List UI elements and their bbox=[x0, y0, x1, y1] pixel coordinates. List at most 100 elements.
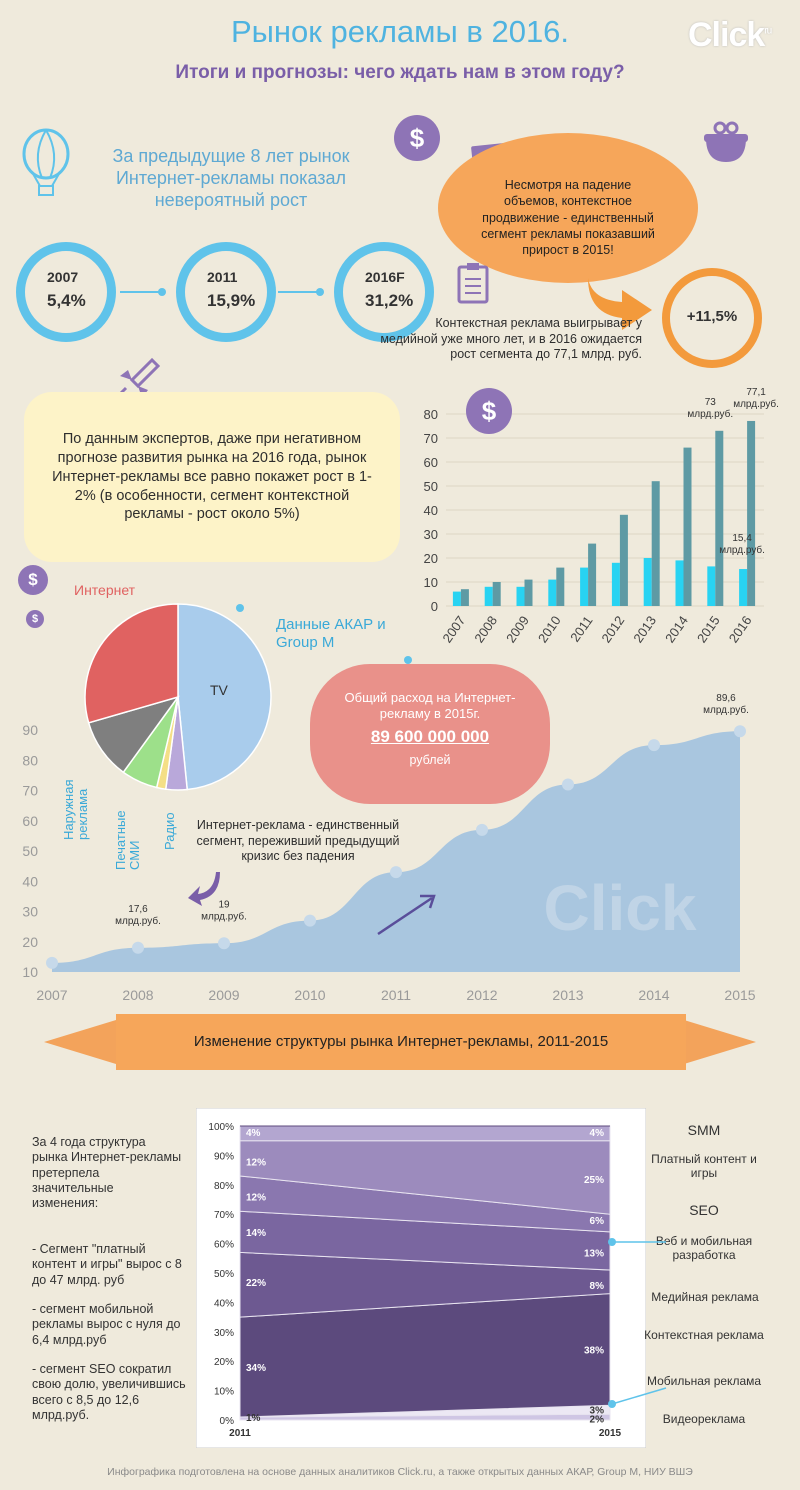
y-tick-label: 30 bbox=[424, 527, 438, 542]
y-tick-label: 60 bbox=[424, 455, 438, 470]
bar bbox=[643, 558, 652, 606]
y-tick-label: 70% bbox=[214, 1210, 234, 1221]
bar bbox=[739, 569, 748, 606]
area-point bbox=[132, 941, 144, 954]
stack-label: 6% bbox=[590, 1216, 605, 1227]
bar bbox=[452, 591, 461, 606]
pie-slice bbox=[84, 603, 179, 724]
stack-label: 2% bbox=[590, 1415, 605, 1426]
legend-pointer bbox=[608, 1387, 667, 1408]
media-pie-chart bbox=[84, 603, 272, 791]
y-tick-label: 0 bbox=[431, 599, 438, 614]
ring-value: 15,9% bbox=[207, 291, 256, 310]
pie-label-outdoor: Наружная реклама bbox=[61, 779, 91, 841]
dollar-icon: $ bbox=[394, 115, 440, 161]
x-tick-label: 2015 bbox=[694, 613, 723, 645]
structure-item-2: - сегмент мобильной рекламы вырос с нуля… bbox=[32, 1302, 181, 1347]
bar bbox=[707, 566, 716, 606]
watermark: Click bbox=[544, 872, 697, 944]
bar-annotation: 77,1 млрд.руб. bbox=[733, 387, 779, 410]
ring-value: 31,2% bbox=[365, 291, 414, 310]
area-point bbox=[734, 725, 746, 738]
ring-year: 2007 bbox=[47, 269, 79, 285]
ring-value: 5,4% bbox=[47, 291, 86, 310]
y-tick-label: 70 bbox=[424, 431, 438, 446]
arrow-icon bbox=[588, 278, 652, 330]
stack-label: 4% bbox=[590, 1128, 605, 1139]
stack-label: 14% bbox=[246, 1228, 266, 1239]
spend-unit: рублей bbox=[409, 753, 451, 768]
legend-pointer bbox=[608, 1238, 666, 1246]
x-tick-label: 2007 bbox=[36, 987, 67, 1003]
x-tick-label: 2013 bbox=[630, 613, 659, 645]
y-tick-label: 90 bbox=[22, 722, 38, 738]
stack-label: 1% bbox=[246, 1413, 261, 1424]
area-fill bbox=[52, 731, 740, 972]
stack-label: 4% bbox=[246, 1128, 261, 1139]
bar bbox=[580, 567, 589, 606]
page-title: Рынок рекламы в 2016. bbox=[230, 14, 570, 49]
y-tick-label: 70 bbox=[22, 783, 38, 799]
bar bbox=[492, 582, 501, 606]
pie-source-dot bbox=[404, 656, 412, 664]
x-tick-label: 2011 bbox=[381, 987, 411, 1003]
trend-arrow-icon bbox=[377, 894, 436, 936]
legend-video: Видеореклама bbox=[662, 1412, 746, 1426]
y-tick-label: 40 bbox=[22, 873, 38, 889]
dollar-icon: $ bbox=[466, 388, 512, 434]
x-tick-label: 2010 bbox=[535, 613, 564, 645]
area-point bbox=[46, 956, 58, 969]
x-tick-label: 2012 bbox=[466, 987, 497, 1003]
area-point bbox=[562, 778, 574, 791]
click-logo: Clickru bbox=[688, 16, 772, 55]
growth-value: +11,5% bbox=[686, 308, 738, 325]
bar-annotation: 15,4 млрд.руб. bbox=[719, 533, 765, 556]
pie-label-print-wrap: Печатные СМИ bbox=[113, 800, 142, 870]
pie-label-radio: Радио bbox=[162, 812, 177, 850]
x-tick-label: 2012 bbox=[598, 613, 627, 645]
area-annotation: 17,6 млрд.руб. bbox=[115, 904, 161, 927]
structure-stacked-area-chart: 0% 10% 20% 30% 40% 50% 60% 70% 80% 90% 100% 1% 34% 22… bbox=[196, 1108, 646, 1448]
pie-label-radio-wrap: Радио bbox=[162, 800, 182, 850]
x-tick-label: 2008 bbox=[122, 987, 153, 1003]
y-tick-label: 90% bbox=[214, 1151, 234, 1162]
bar bbox=[747, 420, 756, 606]
bar bbox=[619, 514, 628, 606]
stack-label: 38% bbox=[584, 1345, 604, 1356]
legend-web-dev: Веб и мобильная разработка bbox=[655, 1234, 753, 1263]
area-point bbox=[390, 866, 402, 879]
y-tick-label: 50 bbox=[22, 843, 38, 859]
stack-label: 3% bbox=[590, 1406, 605, 1417]
bar-annotation: 73 млрд.руб. bbox=[687, 397, 733, 420]
area-point bbox=[648, 739, 660, 752]
dollar-icon: $ bbox=[18, 565, 48, 595]
x-tick-label: 2011 bbox=[567, 613, 595, 645]
hot-air-balloon-icon bbox=[22, 128, 70, 196]
banner-ribbon-left bbox=[44, 1020, 116, 1064]
connector-dot bbox=[158, 288, 166, 296]
ring-2011: 2011 15,9% bbox=[176, 242, 276, 342]
stack-label: 12% bbox=[246, 1157, 266, 1168]
logo-text: Click bbox=[688, 16, 765, 54]
bar bbox=[484, 586, 493, 606]
ring-2016f: 2016F 31,2% bbox=[334, 242, 434, 342]
stack-label: 25% bbox=[584, 1175, 604, 1186]
y-tick-label: 30 bbox=[22, 904, 38, 920]
y-tick-label: 10 bbox=[424, 575, 438, 590]
pie-source-label: Данные АКАР и Group M bbox=[276, 616, 386, 651]
y-tick-label: 30% bbox=[214, 1328, 234, 1339]
pie-source-dot bbox=[236, 604, 244, 612]
pie-label-print: Печатные СМИ bbox=[113, 810, 143, 870]
structure-item-1: - Сегмент "платный контент и игры" вырос… bbox=[32, 1242, 182, 1287]
spend-bubble: Общий расход на Интернет-рекламу в 2015г… bbox=[310, 664, 550, 804]
x-tick-label: 2015 bbox=[724, 987, 755, 1003]
x-tick-label: 2011 bbox=[229, 1428, 251, 1439]
y-tick-label: 40% bbox=[214, 1298, 234, 1309]
stack-label: 8% bbox=[590, 1281, 605, 1292]
bar bbox=[548, 579, 557, 606]
crisis-note: Интернет-реклама - единственный сегмент,… bbox=[196, 818, 400, 864]
y-tick-label: 20 bbox=[424, 551, 438, 566]
connector-line bbox=[278, 291, 320, 293]
y-tick-label: 50% bbox=[214, 1269, 234, 1280]
